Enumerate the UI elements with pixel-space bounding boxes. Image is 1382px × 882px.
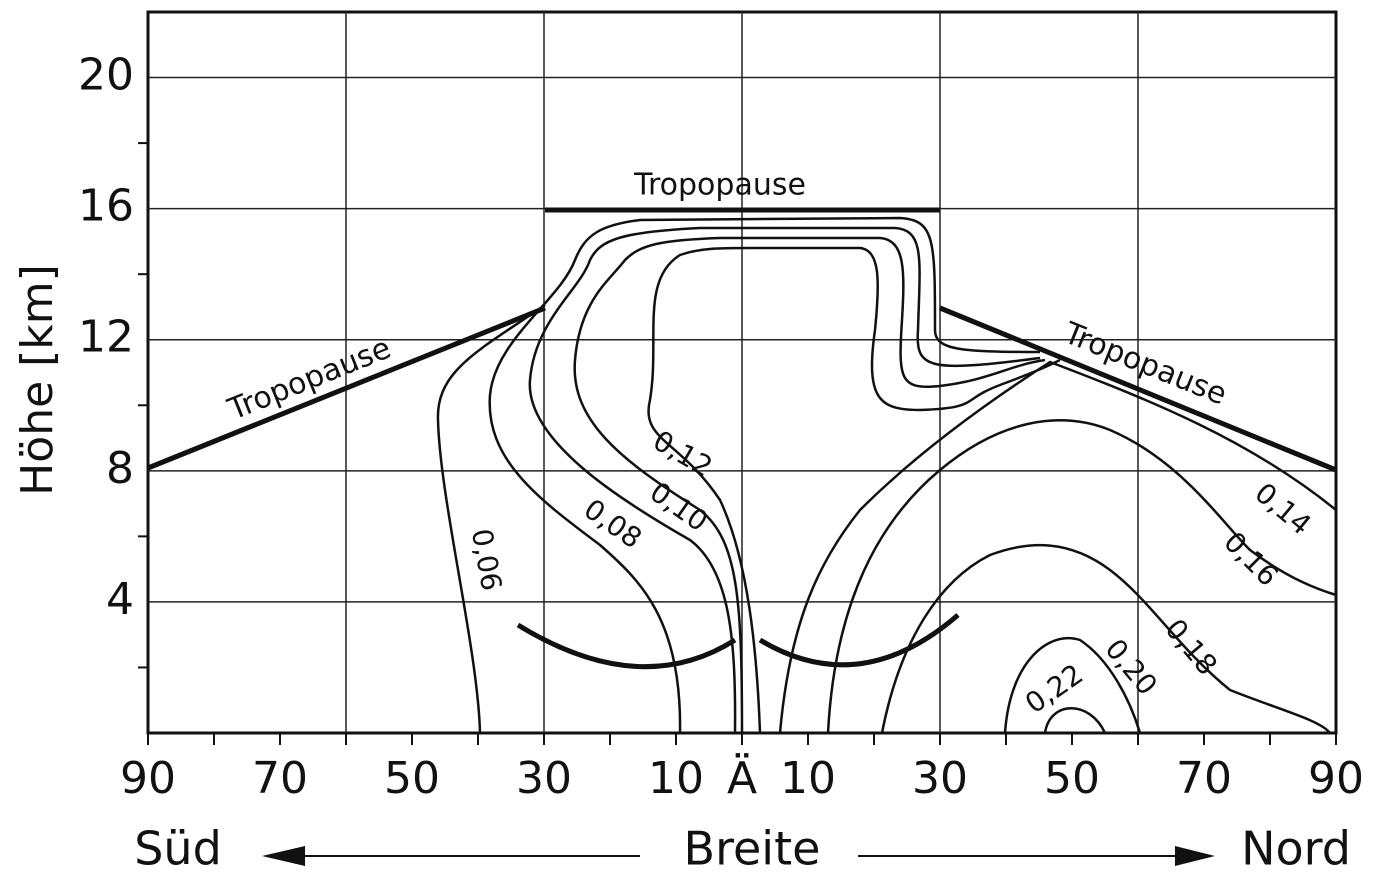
contour — [573, 236, 1046, 734]
jet-arc — [758, 613, 960, 668]
contour — [488, 216, 1041, 734]
y-tick-label: 8 — [106, 443, 134, 494]
contour — [528, 226, 1041, 734]
x-tick-label: 10 — [648, 753, 704, 804]
x-tick-label: 50 — [1044, 753, 1100, 804]
south-label: Süd — [134, 822, 222, 876]
y-tick-label: 4 — [106, 574, 134, 625]
x-tick-label: 90 — [1308, 753, 1364, 804]
north-label: Nord — [1241, 822, 1351, 876]
contour — [436, 303, 546, 734]
contour — [826, 419, 1337, 734]
y-tick-label: 16 — [78, 181, 134, 232]
contour — [647, 246, 1061, 734]
contour — [1003, 636, 1142, 734]
arrows — [262, 846, 1215, 866]
x-tick-label: 70 — [252, 753, 308, 804]
y-tick-label: 20 — [78, 50, 134, 101]
x-tick-label: 30 — [912, 753, 968, 804]
contour-label: 0,08 — [578, 492, 648, 555]
y-tick-label: 12 — [78, 312, 134, 363]
contour — [880, 543, 1331, 734]
x-tick-label: 70 — [1176, 753, 1232, 804]
x-tick-label: 10 — [780, 753, 836, 804]
tropopause — [939, 305, 1337, 473]
tropopause-lines — [147, 207, 1337, 670]
contour-label: 0,14 — [1248, 476, 1317, 541]
contour-label: 0,18 — [1158, 613, 1223, 682]
contour-label: 0,22 — [1019, 657, 1089, 720]
x-tick-label: 90 — [120, 753, 176, 804]
arrow-head — [1175, 846, 1215, 866]
contour-label: 0,06 — [465, 526, 508, 593]
contour-label: 0,16 — [1217, 525, 1284, 592]
contour-label: 0,12 — [648, 424, 718, 484]
arrow-head — [262, 846, 305, 866]
tropopause — [147, 305, 546, 471]
x-tick-label: 30 — [516, 753, 572, 804]
contour — [1043, 707, 1107, 734]
contour — [778, 360, 1337, 734]
tropopause-label: Tropopause — [633, 168, 806, 203]
jet-arc — [516, 622, 737, 670]
contours — [436, 216, 1337, 734]
contour-label: 0,10 — [644, 475, 714, 538]
x-axis-label: Breite — [684, 822, 821, 876]
x-tick-label: Ä — [727, 752, 757, 804]
x-tick-label: 50 — [384, 753, 440, 804]
tropopause-label: Tropopause — [1058, 315, 1231, 412]
y-axis-label: Höhe [km] — [12, 264, 63, 496]
